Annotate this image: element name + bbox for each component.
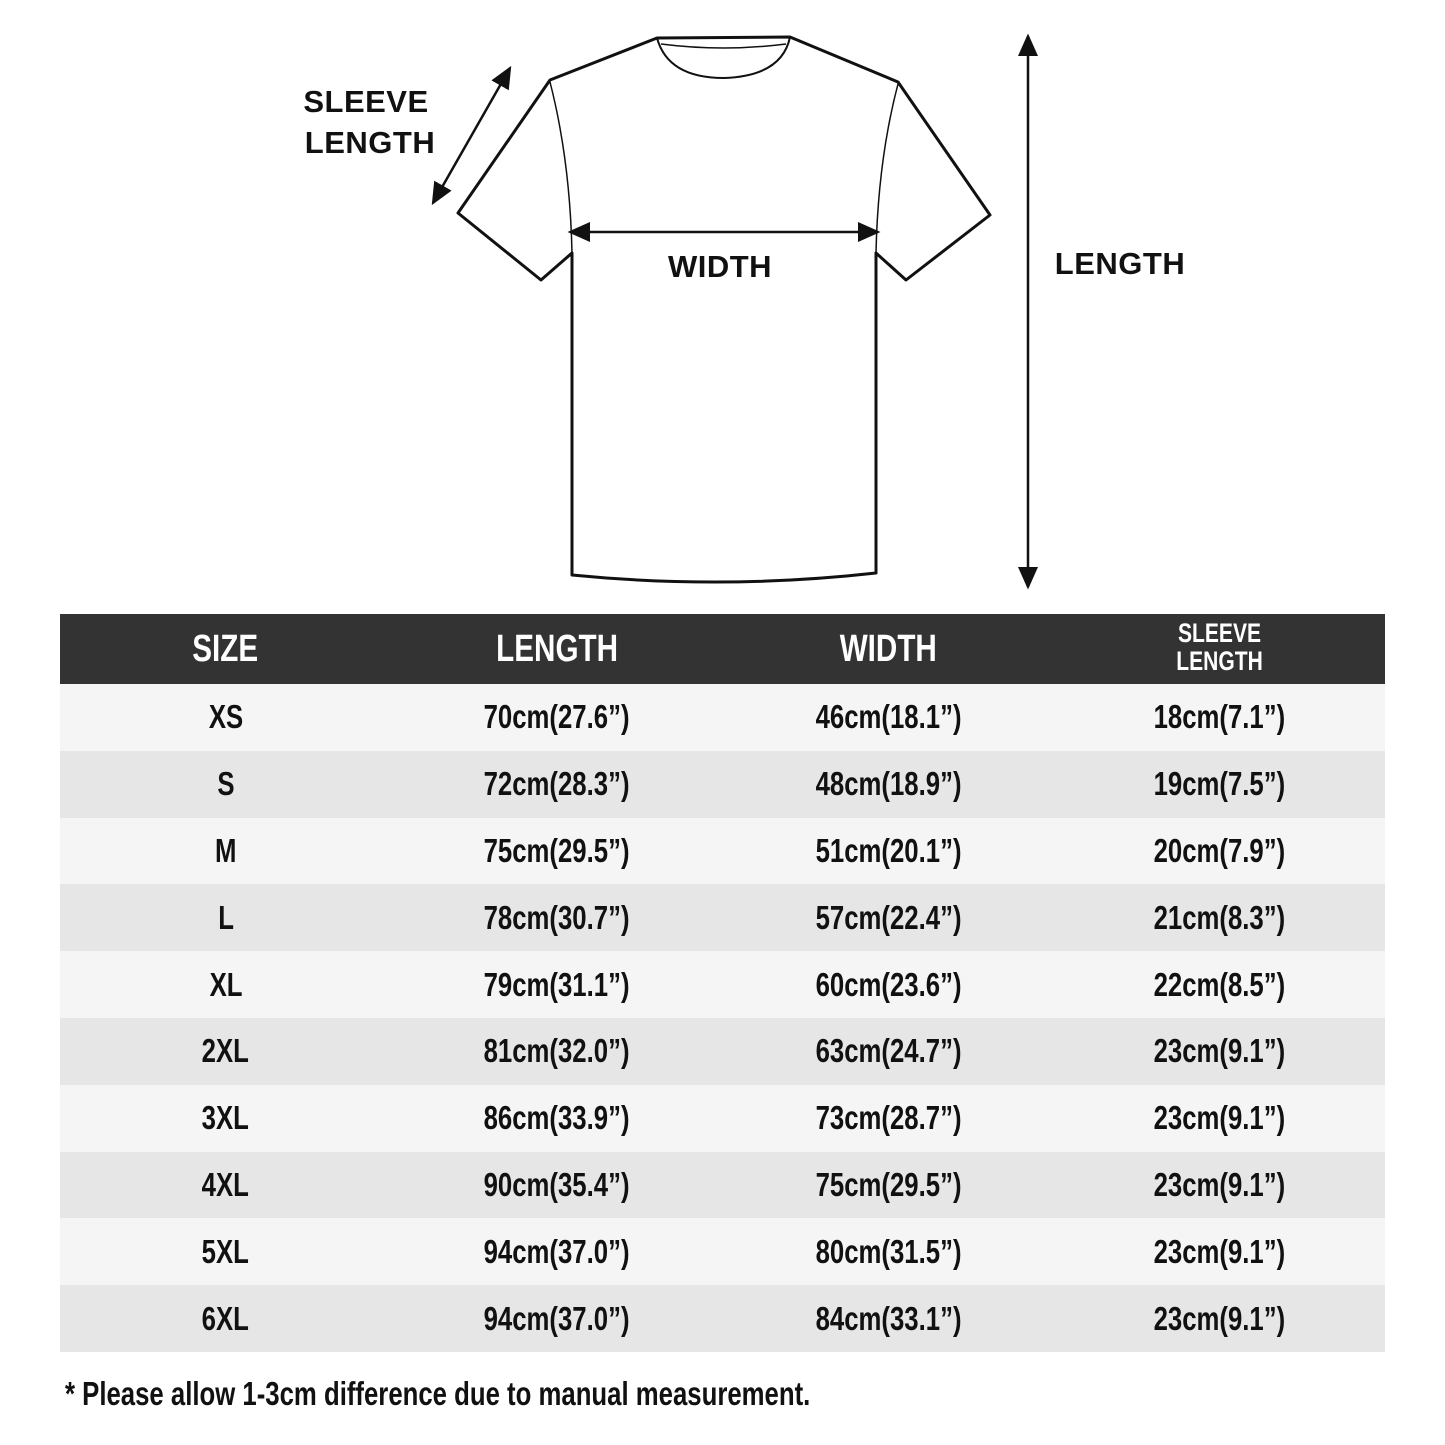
width-cell: 80cm(31.5”) bbox=[722, 1218, 1054, 1286]
table-row: XS 70cm(27.6”) 46cm(18.1”) 18cm(7.1”) bbox=[60, 684, 1385, 751]
size-cell: XS bbox=[60, 684, 392, 751]
sleeve-length-cell: 21cm(8.3”) bbox=[1053, 884, 1385, 952]
table-row: L 78cm(30.7”) 57cm(22.4”) 21cm(8.3”) bbox=[60, 884, 1385, 952]
width-cell: 84cm(33.1”) bbox=[722, 1285, 1054, 1352]
sleeve-label-line2: LENGTH bbox=[304, 125, 436, 160]
size-cell: 6XL bbox=[60, 1285, 392, 1352]
sleeve-arrow bbox=[431, 65, 512, 206]
length-cell: 94cm(37.0”) bbox=[391, 1285, 723, 1352]
header-length: LENGTH bbox=[391, 614, 723, 684]
sleeve-length-cell: 23cm(9.1”) bbox=[1053, 1218, 1385, 1286]
table-row: S 72cm(28.3”) 48cm(18.9”) 19cm(7.5”) bbox=[60, 750, 1385, 818]
size-cell: S bbox=[60, 750, 392, 818]
length-cell: 81cm(32.0”) bbox=[391, 1017, 723, 1085]
length-cell: 90cm(35.4”) bbox=[391, 1151, 723, 1219]
table-row: M 75cm(29.5”) 51cm(20.1”) 20cm(7.9”) bbox=[60, 817, 1385, 885]
width-cell: 63cm(24.7”) bbox=[722, 1017, 1054, 1085]
sleeve-length-cell: 23cm(9.1”) bbox=[1053, 1151, 1385, 1219]
length-cell: 72cm(28.3”) bbox=[391, 750, 723, 818]
size-table: SIZE LENGTH WIDTH SLEEVE LENGTH XS 70cm(27… bbox=[60, 614, 1385, 1352]
footnote: * Please allow 1-3cm difference due to m… bbox=[65, 1375, 811, 1412]
length-cell: 94cm(37.0”) bbox=[391, 1218, 723, 1286]
sleeve-label-line1: SLEEVE bbox=[303, 84, 429, 119]
sleeve-length-cell: 23cm(9.1”) bbox=[1053, 1285, 1385, 1352]
size-cell: XL bbox=[60, 951, 392, 1018]
length-cell: 86cm(33.9”) bbox=[391, 1084, 723, 1152]
length-cell: 78cm(30.7”) bbox=[391, 884, 723, 952]
length-label: LENGTH bbox=[1054, 246, 1186, 281]
sleeve-length-cell: 20cm(7.9”) bbox=[1053, 817, 1385, 885]
size-cell: 4XL bbox=[60, 1151, 392, 1219]
length-cell: 75cm(29.5”) bbox=[391, 817, 723, 885]
size-cell: 2XL bbox=[60, 1017, 392, 1085]
sleeve-length-cell: 19cm(7.5”) bbox=[1053, 750, 1385, 818]
sleeve-length-cell: 18cm(7.1”) bbox=[1053, 684, 1385, 751]
tshirt-diagram bbox=[431, 33, 1038, 590]
width-cell: 48cm(18.9”) bbox=[722, 750, 1054, 818]
width-cell: 57cm(22.4”) bbox=[722, 884, 1054, 952]
header-size: SIZE bbox=[60, 614, 392, 684]
table-row: 2XL 81cm(32.0”) 63cm(24.7”) 23cm(9.1”) bbox=[60, 1017, 1385, 1085]
table-row: 5XL 94cm(37.0”) 80cm(31.5”) 23cm(9.1”) bbox=[60, 1218, 1385, 1286]
size-cell: M bbox=[60, 817, 392, 885]
length-cell: 79cm(31.1”) bbox=[391, 951, 723, 1018]
width-cell: 73cm(28.7”) bbox=[722, 1084, 1054, 1152]
length-cell: 70cm(27.6”) bbox=[391, 684, 723, 751]
width-cell: 51cm(20.1”) bbox=[722, 817, 1054, 885]
table-header: SIZE LENGTH WIDTH SLEEVE LENGTH bbox=[60, 614, 1385, 684]
size-cell: 3XL bbox=[60, 1084, 392, 1152]
tshirt-outline bbox=[456, 35, 992, 584]
sleeve-length-cell: 23cm(9.1”) bbox=[1053, 1084, 1385, 1152]
sleeve-length-cell: 23cm(9.1”) bbox=[1053, 1017, 1385, 1085]
sleeve-length-cell: 22cm(8.5”) bbox=[1053, 951, 1385, 1018]
size-cell: L bbox=[60, 884, 392, 952]
width-cell: 75cm(29.5”) bbox=[722, 1151, 1054, 1219]
table-row: 3XL 86cm(33.9”) 73cm(28.7”) 23cm(9.1”) bbox=[60, 1084, 1385, 1152]
width-cell: 60cm(23.6”) bbox=[722, 951, 1054, 1018]
width-label: WIDTH bbox=[667, 249, 773, 284]
table-row: 4XL 90cm(35.4”) 75cm(29.5”) 23cm(9.1”) bbox=[60, 1151, 1385, 1219]
tshirt-neckline bbox=[656, 36, 791, 80]
table-row: 6XL 94cm(37.0”) 84cm(33.1”) 23cm(9.1”) bbox=[60, 1285, 1385, 1352]
width-cell: 46cm(18.1”) bbox=[722, 684, 1054, 751]
size-cell: 5XL bbox=[60, 1218, 392, 1286]
header-width: WIDTH bbox=[722, 614, 1054, 684]
header-sleeve-length: SLEEVE LENGTH bbox=[1053, 614, 1385, 684]
table-row: XL 79cm(31.1”) 60cm(23.6”) 22cm(8.5”) bbox=[60, 951, 1385, 1018]
